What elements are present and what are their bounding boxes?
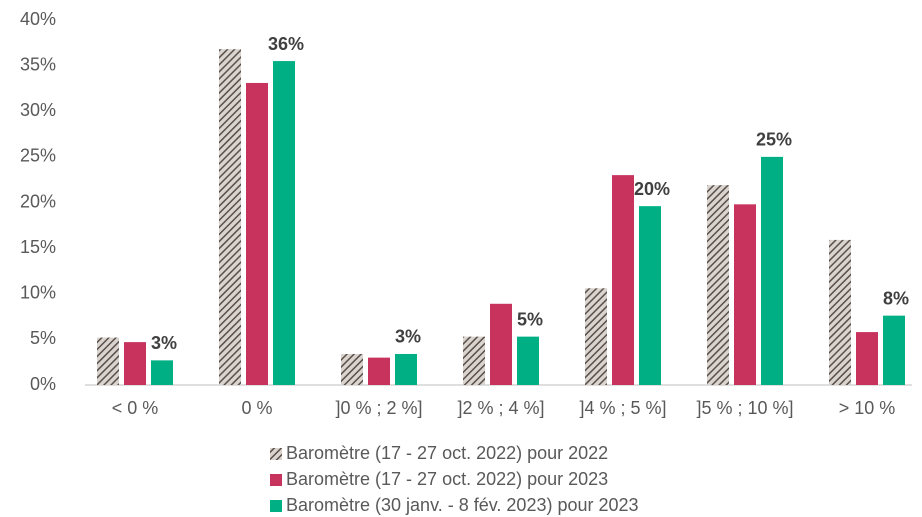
value-label: 8%: [883, 288, 909, 308]
value-label: 20%: [634, 179, 670, 199]
legend-label: Baromètre (17 - 27 oct. 2022) pour 2023: [286, 469, 608, 489]
bar: [829, 239, 851, 385]
bar: [151, 360, 173, 385]
value-label: 5%: [517, 309, 543, 329]
bar: [273, 61, 295, 385]
bar: [219, 49, 241, 385]
bar: [883, 315, 905, 385]
legend-label: Baromètre (17 - 27 oct. 2022) pour 2022: [286, 443, 608, 463]
bar: [97, 337, 119, 385]
bar: [856, 332, 878, 385]
value-label: 3%: [151, 333, 177, 353]
legend-swatch: [270, 448, 282, 460]
bar: [490, 303, 512, 385]
y-tick-label: 5%: [30, 328, 56, 348]
value-label: 3%: [395, 327, 421, 347]
bar: [585, 288, 607, 385]
bar: [368, 357, 390, 385]
bar: [395, 353, 417, 385]
legend-swatch: [270, 500, 282, 512]
y-tick-label: 35%: [20, 54, 56, 74]
x-tick-label: < 0 %: [112, 398, 159, 418]
bar: [761, 156, 783, 385]
y-tick-label: 10%: [20, 283, 56, 303]
bar: [734, 204, 756, 385]
bar: [124, 342, 146, 385]
x-tick-label: 0 %: [241, 398, 272, 418]
y-tick-label: 30%: [20, 100, 56, 120]
value-label: 25%: [756, 130, 792, 150]
y-tick-label: 15%: [20, 237, 56, 257]
x-tick-label: ]0 % ; 2 %]: [335, 398, 422, 418]
bar: [463, 336, 485, 385]
bar: [517, 336, 539, 385]
y-tick-label: 40%: [20, 9, 56, 29]
x-tick-label: ]2 % ; 4 %]: [457, 398, 544, 418]
value-label: 36%: [268, 34, 304, 54]
bar: [246, 82, 268, 386]
x-tick-label: > 10 %: [839, 398, 896, 418]
legend-label: Baromètre (30 janv. - 8 fév. 2023) pour …: [286, 495, 639, 515]
x-tick-label: ]5 % ; 10 %]: [696, 398, 793, 418]
bar: [707, 185, 729, 385]
bar: [341, 353, 363, 385]
bar: [612, 175, 634, 385]
y-tick-label: 0%: [30, 374, 56, 394]
y-tick-label: 20%: [20, 191, 56, 211]
bar: [639, 206, 661, 385]
x-tick-label: ]4 % ; 5 %]: [579, 398, 666, 418]
legend-swatch: [270, 474, 282, 486]
y-tick-label: 25%: [20, 146, 56, 166]
